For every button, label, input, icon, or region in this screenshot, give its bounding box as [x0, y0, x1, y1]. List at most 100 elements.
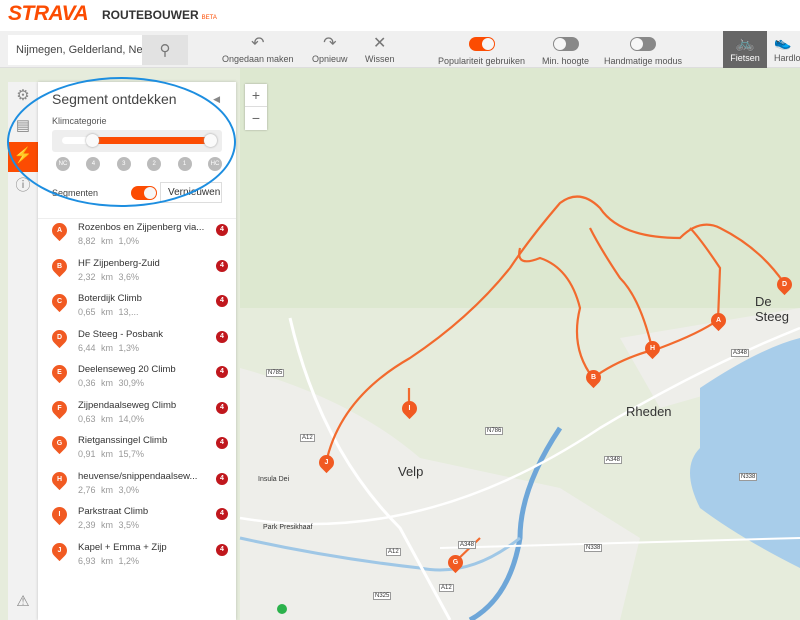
document-icon: ▤: [15, 117, 31, 134]
category-tick: 4: [86, 157, 101, 171]
toggle-switch[interactable]: [552, 37, 579, 51]
segment-marker-icon: C: [48, 290, 71, 313]
road-label: A12: [439, 584, 454, 592]
segment-stats: 0,91 km 15,7%: [78, 449, 144, 459]
strava-logo[interactable]: STRAVA: [8, 2, 89, 25]
urban-area: [240, 368, 640, 620]
map-marker[interactable]: B: [582, 366, 605, 389]
segment-list-item[interactable]: C Boterdijk Climb 0,65 km 13,... 4: [38, 290, 236, 326]
redo-button[interactable]: ↷ Opnieuw: [312, 34, 348, 64]
segment-stats: 0,65 km 13,...: [78, 307, 139, 317]
header: STRAVA ROUTEBOUWER BETA: [0, 0, 800, 31]
map-canvas: [239, 68, 800, 620]
place-label: Park Presikhaaf: [263, 524, 313, 531]
segment-marker-icon: G: [48, 432, 71, 455]
segment-list-item[interactable]: B HF Zijpenberg-Zuid 2,32 km 3,6% 4: [38, 255, 236, 291]
map-marker[interactable]: I: [398, 397, 421, 420]
running-label: Hardlopen: [774, 53, 800, 63]
segment-name: Parkstraat Climb: [78, 506, 149, 517]
segment-routes: [324, 195, 785, 563]
segment-list-item[interactable]: H heuvense/snippendaalsew... 2,76 km 3,0…: [38, 468, 236, 504]
segment-grade: 30,9%: [118, 378, 145, 388]
collapse-panel-icon[interactable]: ◀: [213, 94, 220, 104]
alert-icon: ⚠: [16, 593, 30, 610]
app-title: ROUTEBOUWER BETA: [102, 8, 217, 22]
gear-icon: ⚙: [16, 87, 30, 104]
climb-category-badge: 4: [216, 437, 228, 449]
water-lake: [690, 338, 800, 568]
segments-toggle[interactable]: [131, 186, 157, 200]
search-button[interactable]: ⚲: [142, 35, 188, 65]
map-marker[interactable]: J: [315, 451, 338, 474]
slider-min-handle[interactable]: [86, 134, 99, 147]
clear-button[interactable]: ✕ Wissen: [365, 34, 395, 64]
climb-category-label: Klimcategorie: [52, 116, 107, 126]
toggle-switch[interactable]: [630, 37, 657, 51]
route-details-tab[interactable]: ▤: [8, 112, 38, 142]
refresh-button[interactable]: Vernieuwen: [160, 182, 222, 203]
toolbar: Nijmegen, Gelderland, Nederland ⚲ ↶ Onged…: [0, 31, 800, 68]
segment-grade: 3,5%: [118, 520, 140, 530]
map-marker[interactable]: A: [707, 309, 730, 332]
slider-max-handle[interactable]: [204, 134, 217, 147]
redo-label: Opnieuw: [312, 54, 348, 64]
segment-name: Boterdijk Climb: [78, 293, 142, 304]
segments-label: Segmenten: [52, 188, 99, 198]
category-tick: 3: [116, 157, 131, 171]
info-tab[interactable]: ⓘ: [8, 172, 38, 202]
climb-category-badge: 4: [216, 330, 228, 343]
map-marker[interactable]: D: [773, 273, 796, 296]
segment-grade: 1,3%: [118, 342, 140, 353]
segment-name: heuvense/snippendaalsew...: [78, 470, 198, 482]
climb-category-slider[interactable]: [52, 130, 222, 152]
map-marker[interactable]: G: [444, 551, 467, 574]
segment-marker-icon: J: [48, 539, 71, 561]
min-elevation-toggle[interactable]: Min. hoogte: [542, 34, 589, 66]
segment-list-item[interactable]: A Rozenbos en Zijpenberg via... 8,82 km …: [38, 219, 236, 255]
start-point[interactable]: [277, 604, 287, 614]
place-label: Rheden: [626, 404, 672, 419]
segment-grade: 13,...: [118, 307, 139, 317]
side-tabs: ⚙ ▤ ⚡ ⓘ ⚠: [8, 82, 38, 620]
segment-distance: 6,93 km: [78, 555, 114, 566]
segment-list-item[interactable]: E Deelenseweg 20 Climb 0,36 km 30,9% 4: [38, 361, 236, 397]
category-tick: HC: [207, 157, 222, 171]
location-search-input[interactable]: Nijmegen, Gelderland, Nederland: [8, 35, 142, 65]
segment-distance: 2,76 km: [78, 484, 114, 495]
road-label: N338: [584, 544, 603, 552]
undo-label: Ongedaan maken: [222, 54, 294, 64]
popularity-toggle[interactable]: Populariteit gebruiken: [438, 34, 525, 66]
segment-list-item[interactable]: F Zijpendaalseweg Climb 0,63 km 14,0% 4: [38, 397, 236, 433]
segment-stats: 2,32 km 3,6%: [78, 272, 139, 282]
undo-button[interactable]: ↶ Ongedaan maken: [222, 34, 294, 64]
place-label: Insula Dei: [258, 476, 290, 483]
zoom-out-button[interactable]: −: [251, 110, 261, 126]
segment-name: Deelenseweg 20 Climb: [78, 364, 176, 375]
segment-grade: 3,6%: [118, 271, 140, 282]
map-marker[interactable]: H: [641, 337, 664, 360]
road-label: N325: [373, 592, 392, 600]
place-label: De Steeg: [755, 294, 789, 324]
segment-distance: 8,82 km: [78, 236, 114, 246]
settings-tab[interactable]: ⚙: [8, 82, 38, 112]
app-name: ROUTEBOUWER: [102, 8, 199, 22]
report-tab[interactable]: ⚠: [8, 588, 38, 618]
segment-list-item[interactable]: D De Steeg - Posbank 6,44 km 1,3% 4: [38, 326, 236, 362]
manual-mode-toggle[interactable]: Handmatige modus: [604, 34, 682, 66]
mode-cycling[interactable]: 🚲 Fietsen: [723, 31, 767, 68]
road-label: N338: [739, 473, 758, 481]
segment-stats: 6,44 km 1,3%: [78, 343, 139, 353]
road-label: A348: [604, 456, 623, 464]
mode-running[interactable]: 👟 Hardlopen: [770, 31, 800, 68]
zoom-in-button[interactable]: +: [245, 84, 267, 107]
segment-list-item[interactable]: G Rietganssingel Climb 0,91 km 15,7% 4: [38, 432, 236, 468]
redo-icon: ↷: [323, 35, 337, 52]
segment-grade: 14,0%: [118, 413, 145, 424]
segment-name: HF Zijpenberg-Zuid: [78, 257, 160, 269]
segment-list-item[interactable]: J Kapel + Emma + Zijp 6,93 km 1,2% 4: [38, 539, 236, 575]
place-label: Velp: [398, 464, 424, 479]
segment-list-item[interactable]: I Parkstraat Climb 2,39 km 3,5% 4: [38, 503, 236, 539]
toggle-switch[interactable]: [468, 37, 495, 51]
segment-explore-tab[interactable]: ⚡: [8, 142, 38, 172]
forest-area: [240, 68, 800, 308]
